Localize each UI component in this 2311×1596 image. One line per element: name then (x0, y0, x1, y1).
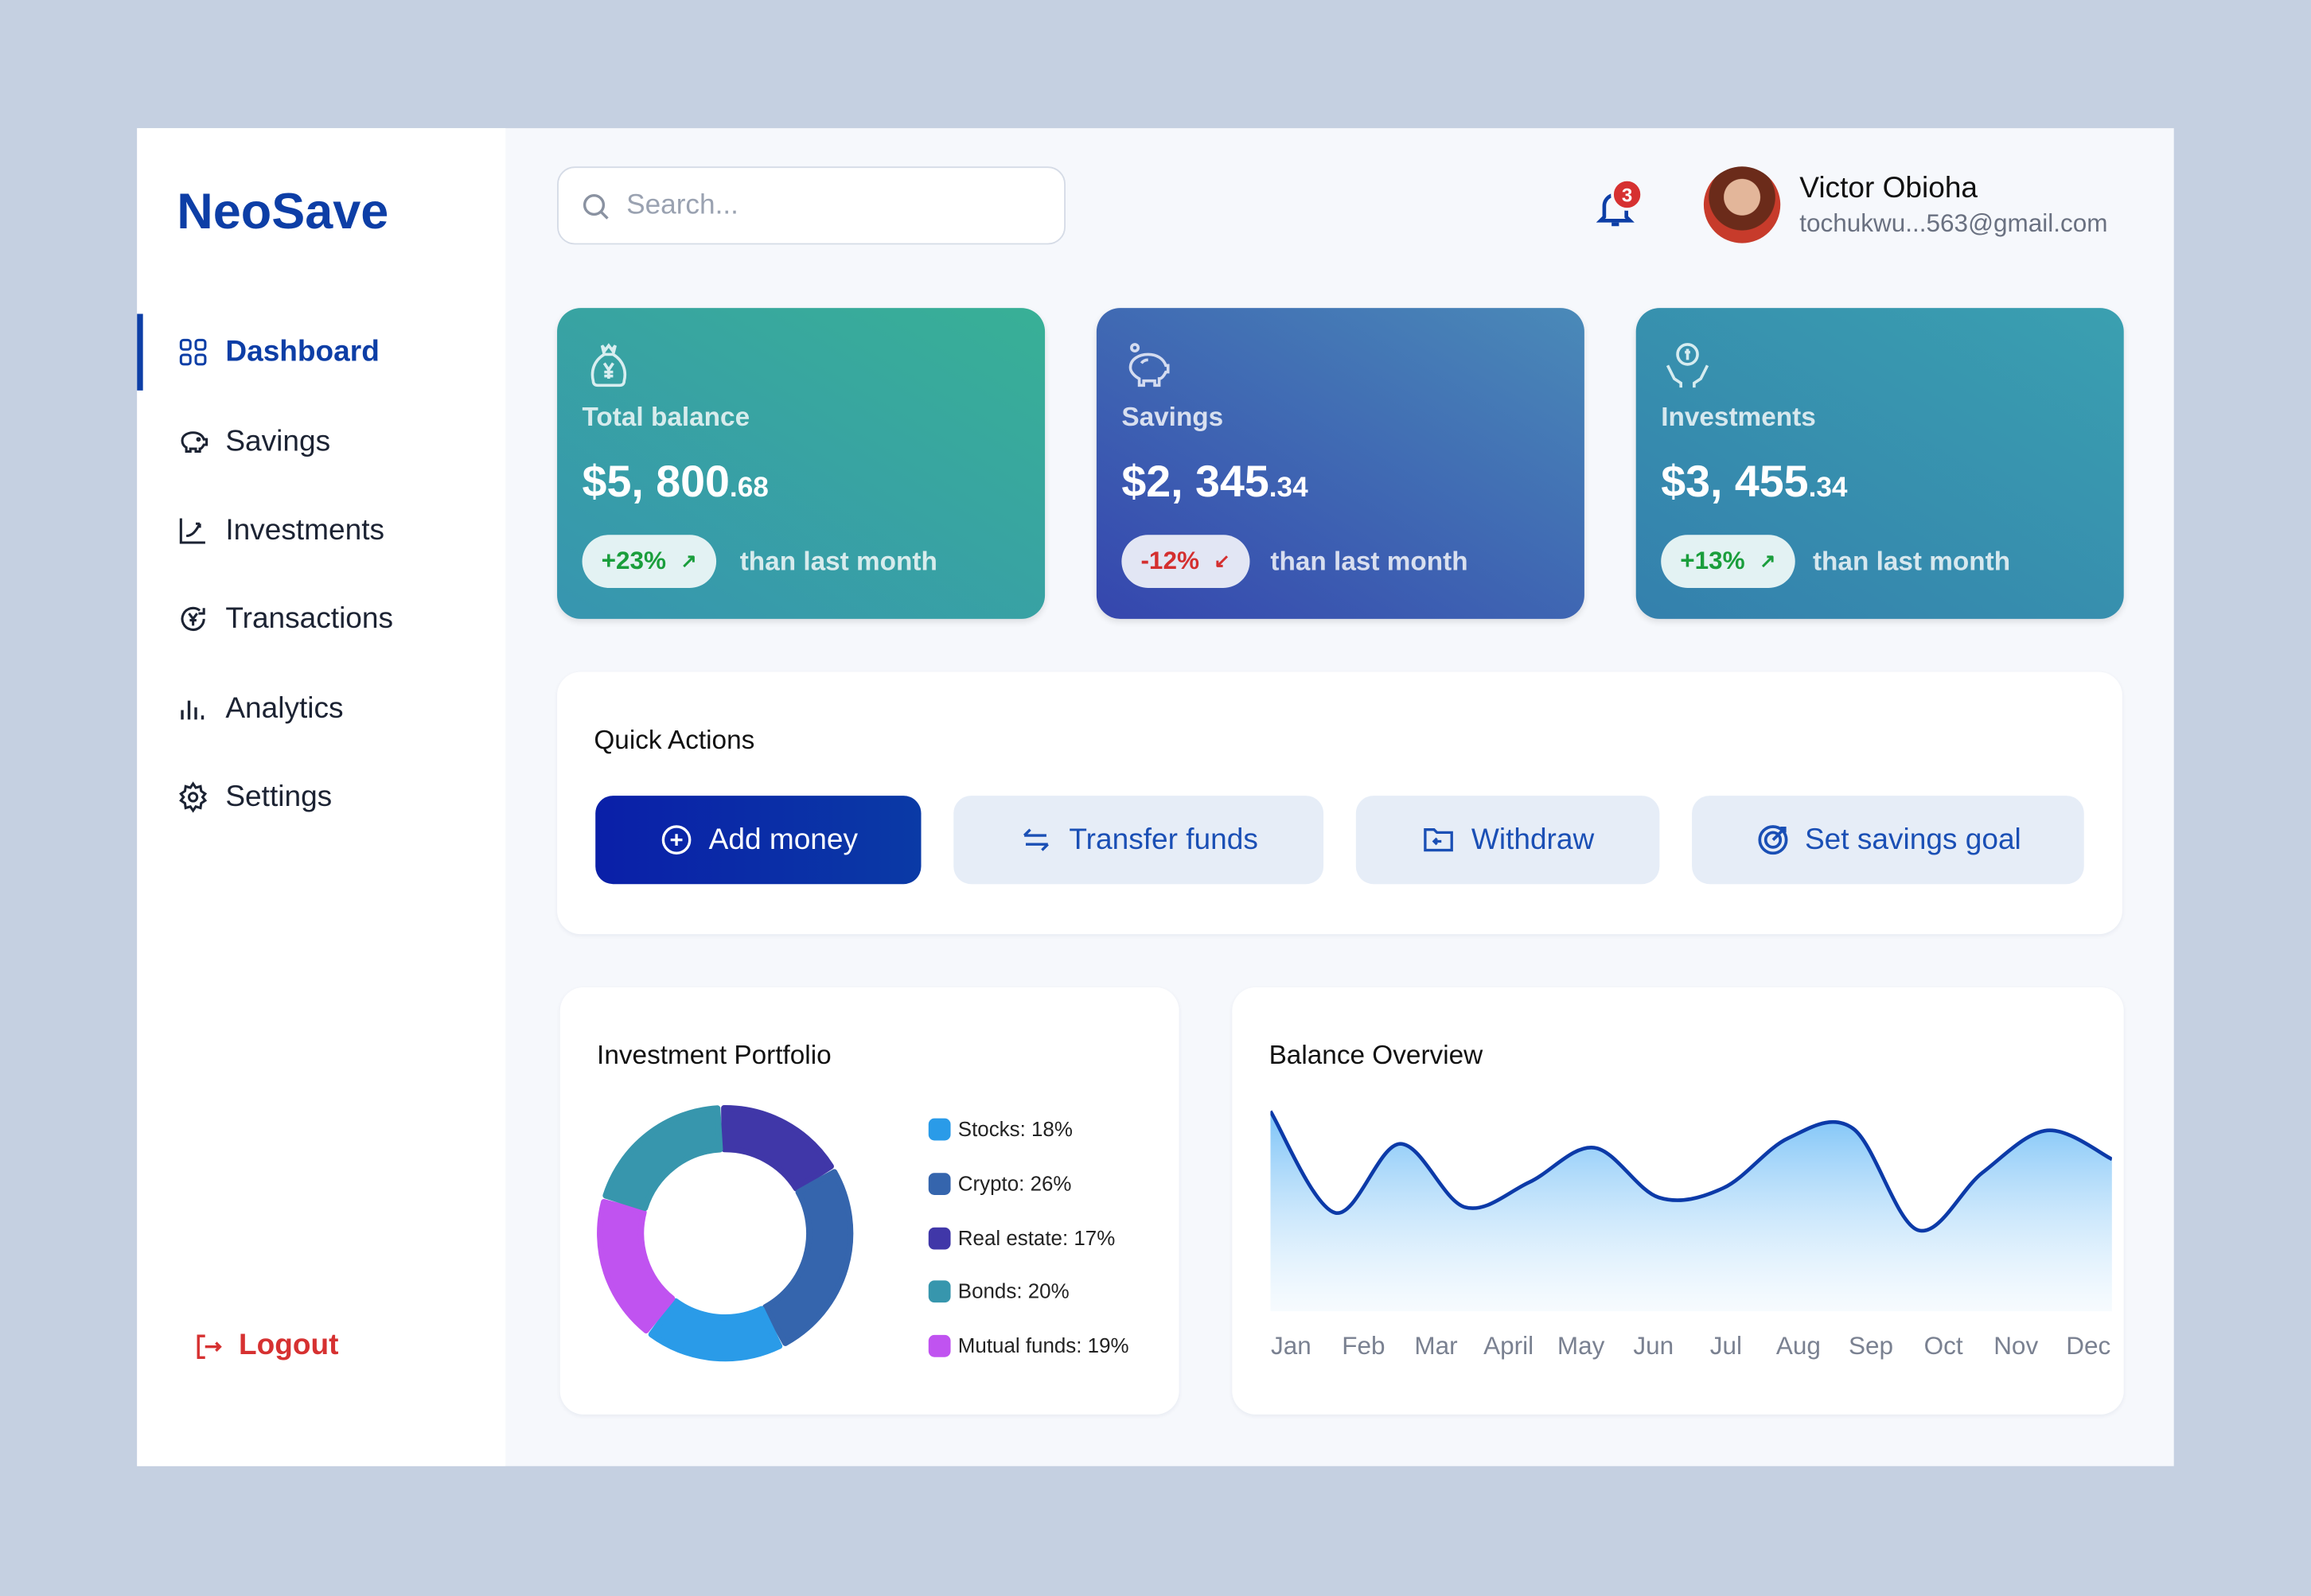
balance-line (1270, 1110, 2112, 1233)
transfer-arrows-icon (1023, 828, 1050, 851)
gear-icon (179, 781, 208, 813)
donut-slice-real-estate[interactable] (721, 1105, 834, 1192)
app-window: NeoSave Dashboard Savings Investments Tr… (137, 128, 2174, 1466)
piggy-bank-icon (181, 431, 208, 453)
savings-card: Savings $2, 345.34 -12% ↙ than last month (1096, 308, 1584, 619)
set-savings-goal-button[interactable]: Set savings goal (1692, 796, 2084, 885)
grid-icon (179, 338, 207, 366)
plus-circle-icon (661, 825, 692, 854)
x-tick-label: May (1557, 1332, 1605, 1360)
x-tick-label: Oct (1923, 1332, 1963, 1360)
quick-actions-panel: Quick Actions Add money Transfer funds W… (557, 671, 2122, 935)
legend-item-crypto: Crypto: 26% (928, 1171, 1071, 1195)
user-name: Victor Obioha (1799, 172, 1978, 205)
x-tick-label: Jun (1633, 1332, 1674, 1360)
card-label: Investments (1661, 402, 1816, 432)
compare-text: than last month (1270, 547, 1468, 577)
balance-overview-panel: Balance Overview Jan Feb Mar April May Jun Jul… (1232, 987, 2124, 1415)
card-amount: $3, 455.34 (1661, 457, 1848, 508)
trend-down-icon: ↙ (1214, 549, 1230, 572)
donut-slice-stocks[interactable] (648, 1298, 783, 1362)
investment-portfolio-panel: Investment Portfolio Stocks: 18% Crypto:… (559, 987, 1179, 1415)
portfolio-donut-chart (597, 1105, 854, 1362)
trend-chart-icon (179, 518, 205, 544)
card-amount: $5, 800.68 (582, 457, 769, 508)
coin-in-hands-icon (1666, 343, 1709, 388)
transfer-funds-button[interactable]: Transfer funds (953, 796, 1324, 885)
sidebar: NeoSave Dashboard Savings Investments Tr… (137, 128, 506, 1466)
active-indicator (137, 313, 143, 391)
change-badge: +13% ↗ (1661, 535, 1795, 588)
card-label: Savings (1121, 402, 1224, 432)
logout-icon (197, 1333, 222, 1359)
sidebar-item-label: Savings (225, 425, 331, 458)
donut-slice-mutual-funds[interactable] (597, 1199, 676, 1333)
sidebar-item-label: Transactions (225, 601, 394, 635)
withdraw-button[interactable]: Withdraw (1355, 796, 1660, 885)
sidebar-item-settings[interactable]: Settings (137, 768, 505, 827)
balance-area-chart (1270, 1110, 2112, 1312)
currency-exchange-icon (181, 606, 205, 632)
x-tick-label: Jan (1270, 1332, 1311, 1360)
x-tick-label: Sep (1849, 1332, 1894, 1360)
logout-label: Logout (239, 1329, 339, 1362)
total-balance-card: Total balance $5, 800.68 +23% ↗ than last… (557, 308, 1046, 619)
legend-item-mutual-funds: Mutual funds: 19% (928, 1333, 1129, 1357)
sidebar-item-label: Investments (225, 513, 385, 547)
sidebar-item-label: Settings (225, 780, 333, 813)
x-tick-label: April (1483, 1332, 1534, 1360)
balance-area-fill (1270, 1111, 2112, 1312)
change-badge: +23% ↗ (582, 535, 716, 588)
sidebar-item-investments[interactable]: Investments (137, 501, 505, 560)
legend-item-bonds: Bonds: 20% (928, 1279, 1070, 1302)
x-tick-label: Feb (1342, 1332, 1385, 1360)
x-tick-label: Dec (2066, 1332, 2111, 1360)
target-icon (1757, 825, 1787, 855)
sidebar-item-label: Analytics (225, 691, 344, 725)
user-email: tochukwu...563@gmail.com (1799, 208, 2108, 238)
compare-text: than last month (739, 547, 937, 577)
logout-button[interactable]: Logout (192, 1329, 339, 1364)
search-box[interactable] (557, 166, 1066, 245)
sidebar-item-savings[interactable]: Savings (137, 413, 505, 472)
section-title: Quick Actions (594, 725, 755, 755)
trend-up-icon: ↗ (1760, 549, 1776, 572)
bar-chart-icon (181, 700, 205, 720)
money-bag-icon (590, 343, 627, 387)
logo: NeoSave (177, 184, 389, 240)
x-tick-label: Mar (1414, 1332, 1458, 1360)
card-label: Total balance (582, 402, 750, 432)
section-title: Investment Portfolio (597, 1040, 832, 1070)
search-input[interactable] (626, 189, 1039, 222)
donut-slice-crypto[interactable] (762, 1169, 854, 1346)
legend-item-stocks: Stocks: 18% (928, 1117, 1073, 1140)
avatar[interactable] (1703, 166, 1781, 243)
sidebar-item-dashboard[interactable]: Dashboard (137, 323, 505, 382)
donut-slice-bonds[interactable] (602, 1105, 723, 1212)
sidebar-item-label: Dashboard (225, 335, 380, 368)
trend-up-icon: ↗ (680, 549, 697, 572)
sidebar-item-analytics[interactable]: Analytics (137, 679, 505, 738)
section-title: Balance Overview (1269, 1040, 1483, 1070)
folder-icon (1424, 828, 1454, 852)
piggy-bank-icon (1128, 343, 1170, 387)
search-icon (583, 193, 609, 219)
legend-item-real-estate: Real estate: 17% (928, 1226, 1115, 1249)
x-tick-label: Aug (1775, 1332, 1821, 1360)
x-tick-label: Nov (1993, 1332, 2039, 1360)
change-badge: -12% ↙ (1121, 535, 1249, 588)
notification-badge: 3 (1611, 178, 1643, 211)
card-amount: $2, 345.34 (1121, 457, 1308, 508)
investments-card: Investments $3, 455.34 +13% ↗ than last m… (1635, 308, 2124, 619)
compare-text: than last month (1812, 547, 2011, 577)
x-tick-label: Jul (1709, 1332, 1742, 1360)
add-money-button[interactable]: Add money (595, 796, 922, 885)
sidebar-item-transactions[interactable]: Transactions (137, 590, 505, 648)
